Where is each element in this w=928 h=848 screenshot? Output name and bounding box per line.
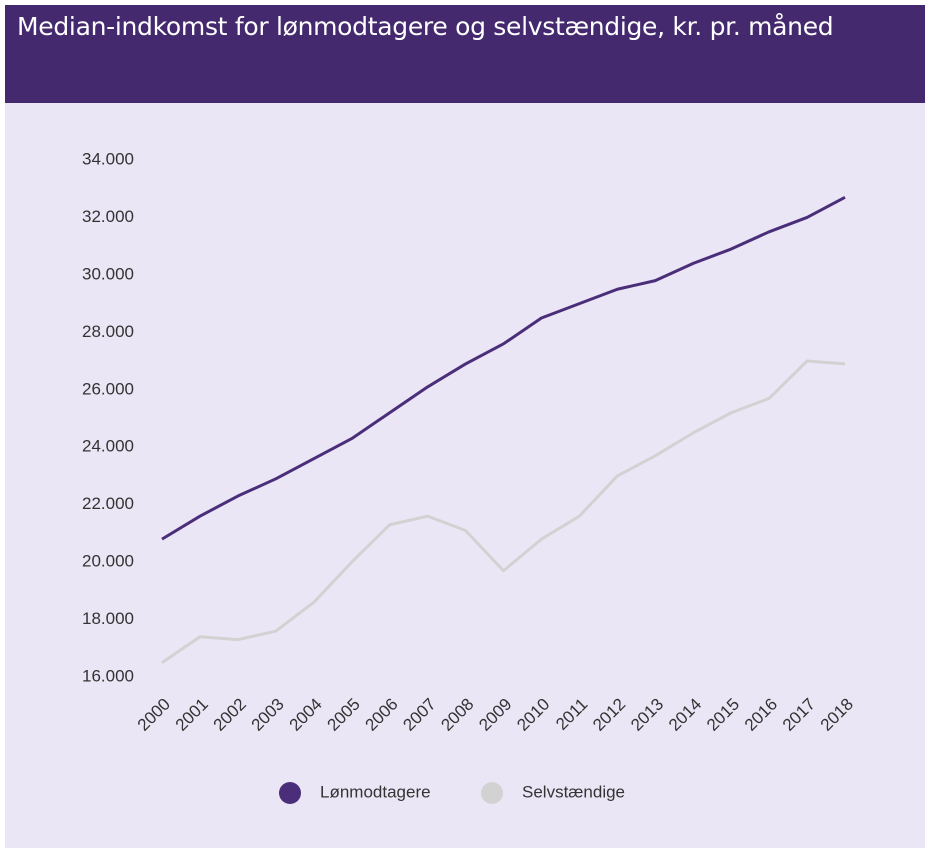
y-tick-label: 34.000 [82,149,134,168]
legend-swatch [481,782,503,804]
x-tick-label: 2001 [172,695,212,735]
x-tick-label: 2016 [741,695,781,735]
y-tick-label: 32.000 [82,207,134,226]
legend-label: Lønmodtagere [320,782,431,801]
x-tick-label: 2013 [627,695,667,735]
line-series [161,359,846,664]
y-tick-label: 28.000 [82,322,134,341]
x-tick-label: 2006 [361,695,401,735]
line-series [161,196,846,541]
x-tick-label: 2010 [513,695,553,735]
x-tick-label: 2015 [703,695,743,735]
legend-label: Selvstændige [522,782,625,801]
y-tick-label: 18.000 [82,609,134,628]
x-tick-label: 2000 [134,695,174,735]
x-tick-label: 2017 [779,695,819,735]
chart-panel [5,103,925,848]
header [5,5,925,103]
y-tick-label: 24.000 [82,437,134,456]
x-tick-label: 2004 [286,695,326,735]
y-tick-label: 30.000 [82,264,134,283]
x-tick-label: 2011 [552,695,591,734]
y-tick-label: 16.000 [82,666,134,685]
x-tick-label: 2012 [589,695,629,735]
x-tick-label: 2002 [210,695,250,735]
chart-title: Median-indkomst for lønmodtagere og selv… [17,12,834,41]
y-tick-label: 26.000 [82,379,134,398]
x-tick-label: 2009 [475,695,515,735]
y-tick-label: 20.000 [82,552,134,571]
x-tick-label: 2008 [437,695,477,735]
x-tick-label: 2007 [399,695,439,735]
y-tick-label: 22.000 [82,494,134,513]
x-tick-label: 2018 [817,695,857,735]
x-tick-label: 2005 [324,695,364,735]
x-tick-label: 2003 [248,695,288,735]
x-tick-label: 2014 [665,695,705,735]
legend-swatch [279,782,301,804]
